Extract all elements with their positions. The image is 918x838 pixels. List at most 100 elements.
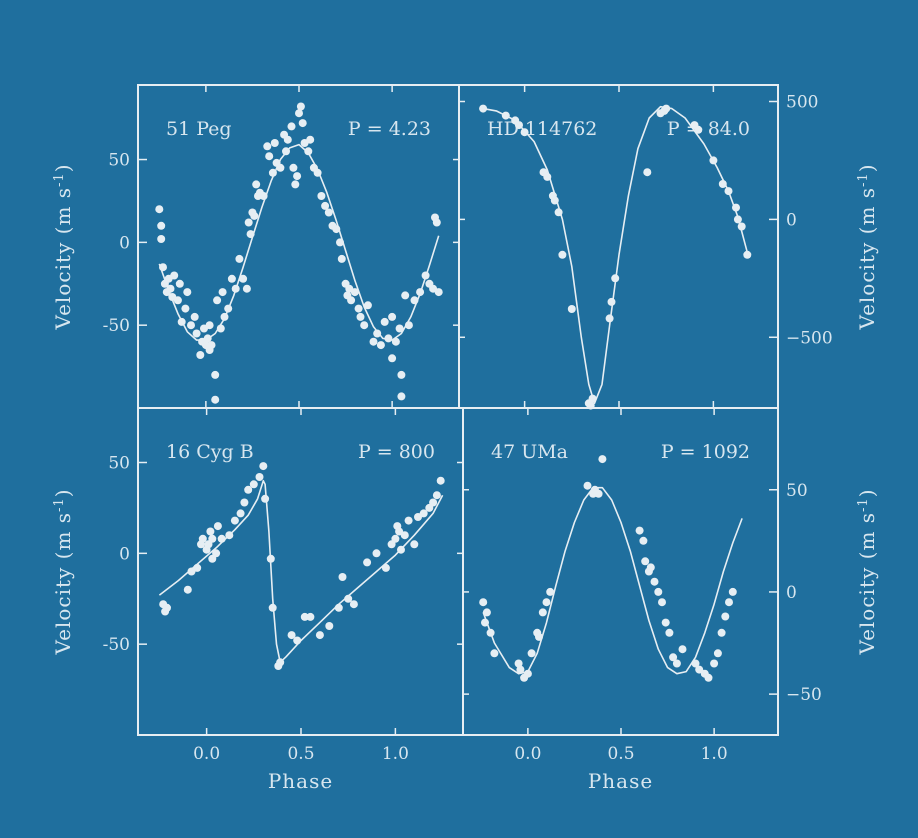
data-point bbox=[187, 567, 196, 576]
data-point bbox=[155, 205, 164, 214]
x-axis-title: Phase bbox=[268, 769, 333, 793]
data-point bbox=[372, 549, 381, 558]
data-point bbox=[481, 618, 489, 627]
y-axis-title-superscript: -1 bbox=[856, 497, 871, 512]
data-point bbox=[479, 598, 488, 607]
data-point bbox=[246, 230, 255, 239]
data-point bbox=[654, 587, 663, 596]
data-point bbox=[193, 563, 202, 572]
data-point bbox=[388, 312, 397, 321]
data-point bbox=[270, 139, 279, 147]
data-point bbox=[282, 147, 290, 156]
data-point bbox=[567, 305, 576, 313]
data-point bbox=[183, 585, 192, 594]
data-point bbox=[743, 250, 752, 259]
data-point bbox=[240, 498, 249, 507]
y-tick-label: 50 bbox=[786, 481, 808, 501]
data-point bbox=[163, 603, 171, 612]
data-point bbox=[373, 329, 382, 338]
y-tick-label: -50 bbox=[103, 635, 130, 655]
data-point bbox=[643, 168, 652, 177]
data-point bbox=[159, 263, 167, 272]
data-point bbox=[391, 534, 400, 543]
data-point bbox=[520, 128, 529, 137]
data-point bbox=[244, 485, 253, 494]
data-point bbox=[724, 187, 733, 196]
y-axis-title-text: Velocity (m s bbox=[51, 187, 75, 331]
data-point bbox=[338, 573, 347, 581]
data-point bbox=[259, 462, 268, 471]
data-point bbox=[363, 301, 372, 310]
data-point bbox=[206, 527, 215, 536]
data-point bbox=[718, 180, 727, 188]
data-point bbox=[388, 354, 397, 363]
x-tick-label: 0.0 bbox=[193, 744, 220, 764]
data-point bbox=[208, 534, 217, 543]
data-point bbox=[546, 587, 555, 596]
data-point bbox=[334, 603, 343, 612]
data-point bbox=[181, 304, 190, 313]
data-point bbox=[432, 218, 441, 227]
data-point bbox=[363, 558, 372, 567]
data-point bbox=[259, 192, 268, 200]
data-point bbox=[298, 119, 307, 128]
data-point bbox=[391, 337, 400, 346]
y-axis-title-close: ) bbox=[51, 488, 75, 497]
y-axis-title-text: Velocity (m s bbox=[51, 512, 75, 656]
panel-period-label: P = 1092 bbox=[661, 441, 750, 463]
data-point bbox=[255, 473, 264, 481]
data-point bbox=[170, 271, 179, 280]
data-point bbox=[380, 317, 389, 326]
chart-panel-4: 50 0 −50 Velocity (m s-1) 0.0 0.5 1.0 Phase 47 U… bbox=[462, 407, 879, 793]
panel-period-label: P = 4.23 bbox=[348, 118, 431, 140]
data-point bbox=[721, 612, 730, 621]
data-point bbox=[250, 211, 259, 220]
data-point bbox=[665, 628, 674, 637]
data-point bbox=[295, 109, 303, 118]
data-point bbox=[704, 673, 713, 682]
data-point bbox=[293, 636, 302, 645]
data-point bbox=[332, 225, 341, 234]
data-point bbox=[356, 312, 365, 321]
data-point bbox=[410, 296, 419, 305]
y-axis-title-close: ) bbox=[855, 488, 879, 497]
data-point bbox=[173, 296, 182, 305]
data-point bbox=[404, 516, 413, 525]
data-point bbox=[235, 254, 244, 263]
data-point bbox=[369, 337, 378, 346]
data-point bbox=[321, 201, 330, 210]
y-axis-title: Velocity (m s-1) bbox=[51, 163, 75, 330]
data-point bbox=[607, 297, 616, 306]
data-point bbox=[527, 649, 536, 658]
panel-period-label: P = 84.0 bbox=[667, 118, 750, 140]
data-point bbox=[728, 587, 737, 596]
data-point bbox=[434, 288, 443, 297]
data-point bbox=[211, 395, 220, 404]
data-point bbox=[224, 304, 233, 313]
panel-period-label: P = 800 bbox=[358, 441, 435, 463]
data-point bbox=[725, 598, 733, 607]
data-point bbox=[395, 527, 404, 536]
x-tick-label: 0.5 bbox=[607, 744, 634, 764]
data-point bbox=[436, 476, 445, 485]
data-point bbox=[350, 288, 359, 297]
data-point bbox=[404, 321, 413, 330]
x-tick-label: 0.0 bbox=[514, 744, 541, 764]
data-point bbox=[421, 271, 430, 280]
data-point bbox=[639, 536, 648, 545]
data-point bbox=[691, 659, 700, 668]
data-point bbox=[432, 491, 441, 500]
data-point bbox=[324, 208, 333, 217]
data-point bbox=[397, 392, 406, 401]
data-point bbox=[717, 628, 726, 637]
panel-name-label: 47 UMa bbox=[491, 441, 568, 463]
data-point bbox=[220, 312, 229, 321]
data-point bbox=[594, 489, 603, 498]
data-point bbox=[397, 370, 406, 379]
data-point bbox=[733, 215, 742, 224]
y-tick-label: 50 bbox=[108, 151, 130, 171]
data-point bbox=[315, 631, 324, 640]
data-point bbox=[217, 534, 226, 543]
